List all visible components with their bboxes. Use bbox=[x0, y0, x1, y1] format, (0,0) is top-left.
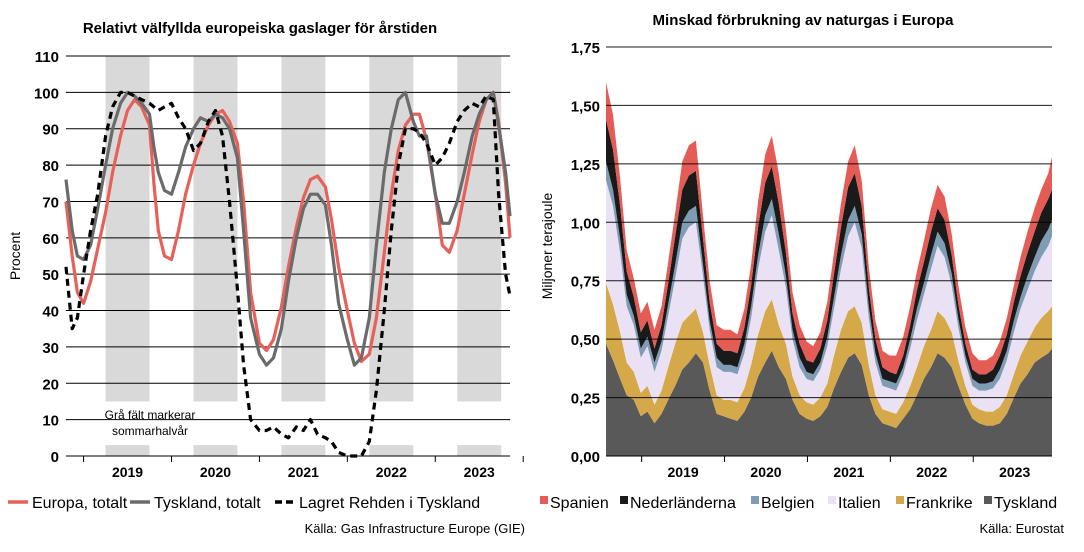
legend-label: Belgien bbox=[761, 495, 814, 512]
chart-title: Relativt välfyllda europeiska gaslager f… bbox=[83, 20, 437, 37]
y-tick-label: 0,50 bbox=[571, 332, 600, 349]
y-tick-label: 60 bbox=[42, 231, 59, 248]
y-tick-label: 1,50 bbox=[571, 98, 600, 115]
legend-label: Lagret Rehden i Tyskland bbox=[299, 495, 480, 512]
y-tick-label: 0 bbox=[51, 449, 59, 466]
y-tick-label: 70 bbox=[42, 194, 59, 211]
source-note: Källa: Gas Infrastructure Europe (GIE) bbox=[305, 521, 525, 536]
summer-band-foot-3 bbox=[281, 445, 326, 456]
series-line-1 bbox=[64, 90, 512, 364]
y-axis-label: Miljoner terajoule bbox=[540, 192, 555, 299]
x-tick-label: 2019 bbox=[668, 464, 699, 480]
x-tick-label: 2019 bbox=[112, 464, 143, 480]
area-series-3 bbox=[606, 180, 1052, 414]
x-tick-label: 2021 bbox=[833, 464, 864, 480]
x-tick-label: 2022 bbox=[376, 464, 407, 480]
y-tick-label: 40 bbox=[42, 304, 59, 321]
x-tick-label: 2022 bbox=[916, 464, 947, 480]
legend-label: Italien bbox=[838, 495, 881, 512]
summer-band-3 bbox=[281, 56, 326, 402]
source-note: Källa: Eurostat bbox=[979, 521, 1064, 536]
summer-band-foot-5 bbox=[457, 445, 502, 456]
summer-band-foot-2 bbox=[193, 445, 238, 456]
consumption-chart: Minskad förbrukning av naturgas i Europa… bbox=[540, 12, 1064, 536]
x-tick-label: 2023 bbox=[464, 464, 495, 480]
legend-swatch bbox=[984, 496, 992, 504]
y-tick-label: 0,75 bbox=[571, 274, 600, 291]
x-tick-label: 2020 bbox=[750, 464, 781, 480]
legend-label: Frankrike bbox=[906, 495, 973, 512]
legend-label: Nederländerna bbox=[630, 495, 736, 512]
y-axis-label: Procent bbox=[7, 232, 23, 280]
series-line-3 bbox=[64, 90, 512, 458]
x-tick-label: 2023 bbox=[999, 464, 1030, 480]
y-tick-label: 110 bbox=[35, 49, 59, 66]
y-tick-label: 0,25 bbox=[571, 391, 600, 408]
series-line-2 bbox=[64, 90, 512, 367]
y-tick-label: 0,00 bbox=[571, 449, 600, 466]
legend-swatch bbox=[540, 496, 548, 504]
legend-label: Spanien bbox=[550, 495, 609, 512]
y-tick-label: 1,75 bbox=[571, 40, 600, 57]
y-tick-label: 100 bbox=[34, 85, 59, 102]
annotation-line-1: Grå fält markerar bbox=[105, 408, 196, 422]
y-tick-label: 20 bbox=[42, 376, 59, 393]
x-tick-label: 2020 bbox=[200, 464, 231, 480]
y-tick-label: 1,00 bbox=[571, 215, 600, 232]
summer-band-foot-1 bbox=[105, 445, 150, 456]
summer-band-foot-4 bbox=[369, 445, 414, 456]
legend-swatch bbox=[620, 496, 628, 504]
legend-label: Europa, totalt bbox=[32, 495, 128, 512]
y-tick-label: 90 bbox=[42, 122, 59, 139]
annotation-line-2: sommarhalvår bbox=[112, 424, 188, 438]
legend-label: Tyskland, totalt bbox=[154, 495, 261, 512]
y-tick-label: 10 bbox=[42, 413, 59, 430]
legend-swatch bbox=[828, 496, 836, 504]
y-tick-label: 1,25 bbox=[571, 157, 600, 174]
area-series-2 bbox=[606, 283, 1052, 428]
y-tick-label: 30 bbox=[42, 340, 59, 357]
storage-chart: Relativt välfyllda europeiska gaslager f… bbox=[7, 20, 525, 536]
y-tick-label: 80 bbox=[42, 158, 59, 175]
legend-swatch bbox=[896, 496, 904, 504]
legend-label: Tyskland bbox=[994, 495, 1057, 512]
legend-swatch bbox=[751, 496, 759, 504]
area-series-1 bbox=[606, 343, 1052, 456]
chart-title: Minskad förbrukning av naturgas i Europa bbox=[653, 12, 955, 29]
x-tick-label: 2021 bbox=[288, 464, 319, 480]
y-tick-label: 50 bbox=[42, 267, 59, 284]
